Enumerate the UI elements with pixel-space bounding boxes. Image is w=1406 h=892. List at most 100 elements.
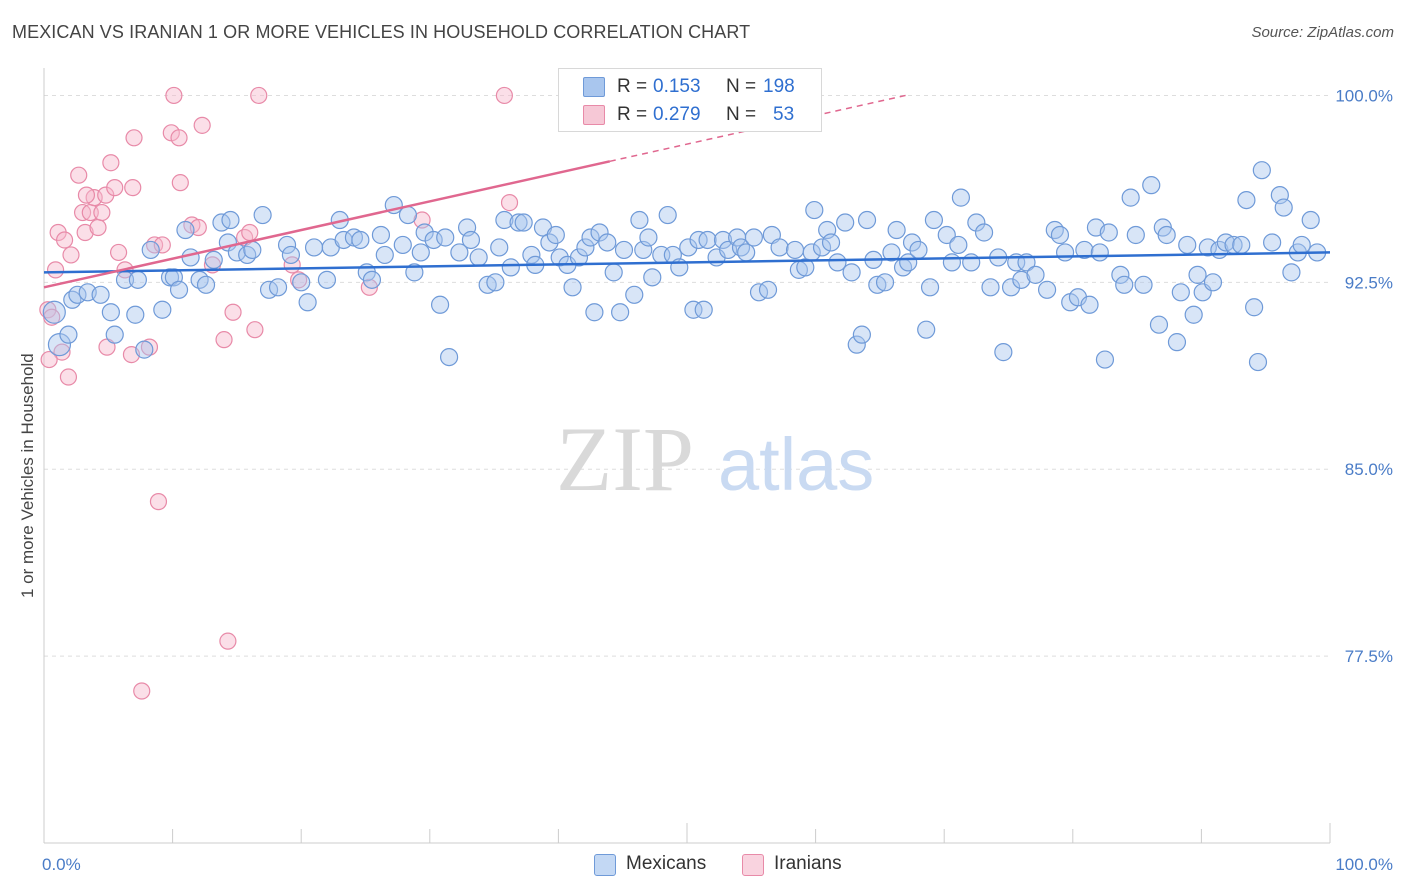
mexicans-point (546, 225, 565, 245)
iranians-point (193, 116, 211, 134)
mexicans-point (298, 293, 317, 312)
legend: Mexicans Iranians (0, 852, 1406, 878)
mexicans-point (962, 253, 981, 272)
mexicans-point (1252, 161, 1271, 180)
mexicans-point (176, 220, 195, 240)
mexicans-point (490, 238, 509, 257)
legend-label-iranians: Iranians (774, 853, 842, 874)
x-tick-label: 100.0% (1335, 855, 1393, 874)
mexicans-point (604, 263, 623, 282)
mexicans-point (812, 238, 832, 257)
iranians-swatch (583, 105, 605, 125)
mexicans-point (304, 238, 324, 257)
mexicans-point (42, 300, 66, 324)
mexicans-point (836, 213, 855, 232)
mexicans-point (1134, 275, 1153, 294)
mexicans-point (461, 230, 481, 250)
mexicans-point (522, 245, 541, 265)
mexicans-point (852, 325, 871, 344)
mexicans-point (937, 225, 956, 245)
mexicans-point (281, 245, 301, 265)
iranians-legend-swatch (742, 854, 764, 876)
mexicans-point (1075, 240, 1094, 260)
x-tick-labels: 0.0% 100.0% (42, 855, 1393, 874)
mexicans-point (828, 253, 847, 272)
iranians-point (165, 86, 183, 105)
mexicans-point (882, 243, 901, 262)
mexicans-point (160, 268, 180, 287)
mexicans-point (393, 235, 412, 255)
y-tick-label: 92.5% (1345, 273, 1393, 292)
mexicans-point (405, 263, 424, 282)
y-tick-label: 77.5% (1345, 647, 1393, 666)
iranians-series (39, 86, 760, 700)
mexicans-point (411, 243, 430, 262)
source-label: Source: ZipAtlas.com (1251, 24, 1394, 41)
mexicans-point (196, 275, 216, 294)
mexicans-point (1263, 233, 1282, 252)
watermark-atlas: atlas (718, 423, 874, 506)
iranians-point (76, 223, 94, 242)
iranians-point (153, 236, 171, 254)
r-value: 0.153 (653, 76, 701, 97)
mexicans-point (135, 340, 154, 359)
mexicans-point (63, 290, 82, 309)
mexicans-point (920, 278, 940, 297)
n-label: N = (726, 104, 757, 125)
mexicans-point (758, 280, 778, 299)
mexicans-point (486, 273, 505, 292)
n-label: N = (726, 76, 757, 97)
iranians-point (77, 186, 96, 204)
mexicans-point (1037, 280, 1057, 299)
mexicans-point (967, 213, 986, 232)
iranians-point (290, 271, 308, 289)
mexicans-point (1099, 223, 1118, 242)
iranians-point (89, 218, 107, 237)
mexicans-point (842, 263, 861, 282)
mexicans-point (875, 273, 895, 292)
mexicans-point (1111, 265, 1130, 284)
mexicans-point (1012, 270, 1031, 289)
mexicans-point (1026, 265, 1045, 284)
x-tick-label: 0.0% (42, 855, 81, 874)
iranians-point (46, 261, 65, 279)
mexicans-point (153, 300, 172, 319)
mexicans-point (981, 278, 1000, 297)
iranians-point (62, 246, 80, 264)
mexicans-point (430, 295, 450, 314)
gridlines (44, 94, 1330, 657)
mexicans-point (243, 240, 262, 260)
chart-title: MEXICAN VS IRANIAN 1 OR MORE VEHICLES IN… (12, 22, 751, 42)
mexicans-point (469, 248, 488, 267)
mexicans-point (1198, 238, 1217, 257)
iranians-point (55, 231, 74, 249)
mexicans-point (614, 240, 634, 260)
stats-box: R = 0.153 N = 198 R = 0.279 N = 53 (558, 68, 822, 132)
mexicans-point (639, 228, 658, 247)
mexicans-point (744, 228, 763, 247)
mexicans-point (277, 235, 297, 255)
mexicans-point (949, 235, 968, 255)
mexicans-point (1178, 235, 1197, 255)
mexicans-point (1292, 235, 1311, 255)
mexicans-point (1248, 352, 1268, 372)
mexicans-point (1188, 265, 1207, 284)
iranians-point (149, 493, 168, 511)
mexicans-point (1245, 298, 1264, 317)
iranians-point (106, 179, 124, 197)
mexicans-point (887, 220, 906, 240)
mexicans-point (1282, 263, 1301, 282)
mexicans-point (698, 230, 717, 250)
mexicans-point (630, 210, 649, 230)
iranians-point (109, 243, 128, 262)
mexicans-point (1115, 275, 1134, 294)
mexicans-point (713, 230, 733, 250)
mexicans-point (576, 238, 595, 257)
mexicans-point (625, 285, 644, 304)
mexicans-point (424, 230, 443, 250)
mexicans-point (902, 233, 922, 252)
mexicans-point (598, 233, 617, 252)
trend-lines (43, 94, 1331, 289)
